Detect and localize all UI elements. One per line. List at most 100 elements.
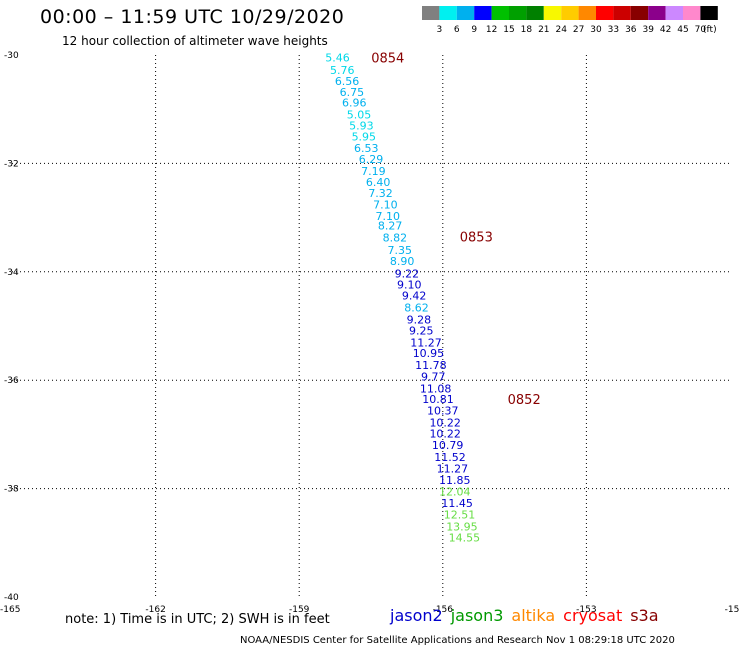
wave-height-value: 10.37: [427, 405, 459, 418]
chart-title: 00:00 – 11:59 UTC 10/29/2020: [40, 6, 345, 28]
wave-height-value: 5.93: [349, 119, 374, 132]
color-swatch: [422, 6, 440, 20]
satellite-legend-item: jason3: [450, 606, 504, 625]
wave-height-value: 11.27: [437, 463, 469, 476]
wave-height-value: 9.77: [421, 370, 446, 383]
y-tick-label: -38: [4, 485, 19, 495]
satellite-legend-item: cryosat: [563, 606, 623, 625]
y-tick-label: -32: [4, 159, 19, 169]
wave-height-value: 7.19: [361, 165, 386, 178]
color-scale-label: 33: [608, 25, 619, 35]
color-scale-legend: 3 6 9 12 15 18 21 24 27 30 33 36 39 42 45 70(ft): [422, 6, 718, 35]
wave-height-value: 12.51: [444, 509, 476, 522]
wave-height-value: 9.42: [402, 290, 427, 303]
color-swatch: [665, 6, 683, 20]
satellite-legend: jason2 jason3 altika cryosat s3a: [390, 606, 667, 625]
wave-height-value: 9.28: [407, 313, 432, 326]
x-tick-label: -159: [289, 605, 310, 615]
color-scale-label: 27: [573, 25, 584, 35]
color-scale-label: 45: [677, 25, 688, 35]
wave-height-value: 6.75: [340, 86, 365, 99]
wave-height-value: 10.22: [429, 427, 461, 440]
color-swatch: [630, 6, 649, 20]
wave-height-value: 5.05: [347, 109, 372, 122]
color-scale-label: 15: [503, 25, 514, 35]
x-tick-label: -165: [0, 605, 20, 615]
color-swatch: [543, 6, 562, 20]
y-tick-label: -30: [4, 51, 19, 61]
color-swatch: [596, 6, 614, 20]
wave-height-value: 9.10: [397, 278, 422, 291]
wave-height-value: 7.32: [368, 187, 393, 200]
wave-height-value: 10.95: [413, 347, 445, 360]
color-scale-label: 36: [625, 25, 637, 35]
wave-height-value: 11.08: [420, 382, 452, 395]
wave-height-value: 8.62: [404, 302, 429, 315]
time-label: 0854: [371, 52, 404, 67]
color-scale-label: 42: [660, 25, 671, 35]
color-swatch: [456, 6, 475, 20]
wave-height-value: 8.90: [390, 255, 415, 268]
color-scale-label: 30: [590, 25, 602, 35]
color-scale-label: 70: [695, 25, 707, 35]
wave-height-value: 9.25: [409, 324, 434, 337]
satellite-legend-item: s3a: [630, 606, 659, 625]
color-scale-label: 6: [454, 25, 460, 35]
wave-height-map: -30 -32 -34 -36 -38 -40 -165 -162 -159 -156 -153 -1…: [0, 51, 740, 615]
wave-height-value: 5.76: [330, 64, 355, 77]
color-scale-label: 18: [521, 25, 533, 35]
color-swatch: [648, 6, 666, 20]
color-swatch: [561, 6, 579, 20]
wave-height-value: 11.45: [441, 497, 473, 510]
y-tick-label: -36: [4, 376, 19, 386]
x-tick-label: -162: [145, 605, 165, 615]
color-scale-label: 12: [486, 25, 497, 35]
wave-height-value: 11.85: [439, 474, 471, 487]
color-scale-unit: (ft): [703, 25, 717, 35]
wave-height-value: 12.04: [439, 485, 471, 498]
time-label: 0852: [508, 393, 541, 408]
wave-height-value: 6.53: [354, 142, 379, 155]
wave-height-value: 6.56: [335, 75, 360, 88]
x-tick-label: -156: [433, 605, 454, 615]
wave-height-value: 5.95: [352, 130, 377, 143]
wave-height-value: 8.82: [383, 232, 408, 245]
color-swatch: [509, 6, 527, 20]
wave-height-value: 9.22: [395, 267, 420, 280]
wave-height-value: 7.35: [387, 244, 412, 257]
satellite-legend-item: altika: [511, 606, 556, 625]
color-scale-label: 21: [538, 25, 549, 35]
x-tick-label: -15: [725, 605, 740, 615]
x-tick-label: -153: [576, 605, 596, 615]
wave-height-value: 14.55: [449, 531, 481, 544]
color-swatch: [491, 6, 509, 20]
wave-height-value: 8.27: [378, 220, 403, 233]
wave-height-value: 10.22: [429, 416, 461, 429]
color-swatch: [526, 6, 544, 20]
wave-height-value: 6.29: [359, 153, 384, 166]
color-scale-label: 39: [642, 25, 654, 35]
wave-height-value: 11.52: [434, 451, 466, 464]
color-swatch: [474, 6, 492, 20]
wave-height-value: 10.81: [422, 393, 454, 406]
color-swatch: [613, 6, 631, 20]
time-label: 0853: [460, 231, 493, 246]
wave-height-value: 7.10: [376, 210, 401, 223]
wave-height-value: 7.10: [373, 199, 398, 212]
wave-height-value: 6.96: [342, 97, 367, 110]
wave-height-value: 6.40: [366, 176, 391, 189]
chart-subtitle: 12 hour collection of altimeter wave hei…: [62, 34, 328, 48]
units-note: note: 1) Time is in UTC; 2) SWH is in fe…: [65, 612, 330, 627]
color-swatch: [439, 6, 457, 20]
y-tick-label: -40: [4, 593, 19, 603]
color-swatch: [683, 6, 701, 20]
credit-line: NOAA/NESDIS Center for Satellite Applica…: [240, 635, 675, 646]
color-scale-label: 3: [437, 25, 443, 35]
color-swatch: [578, 6, 596, 20]
wave-height-value: 11.78: [415, 359, 447, 372]
wave-height-value: 11.27: [410, 336, 442, 349]
color-scale-label: 24: [555, 25, 567, 35]
wave-height-value: 10.79: [432, 439, 464, 452]
wave-height-value: 13.95: [446, 521, 478, 534]
color-scale-label: 9: [471, 25, 477, 35]
